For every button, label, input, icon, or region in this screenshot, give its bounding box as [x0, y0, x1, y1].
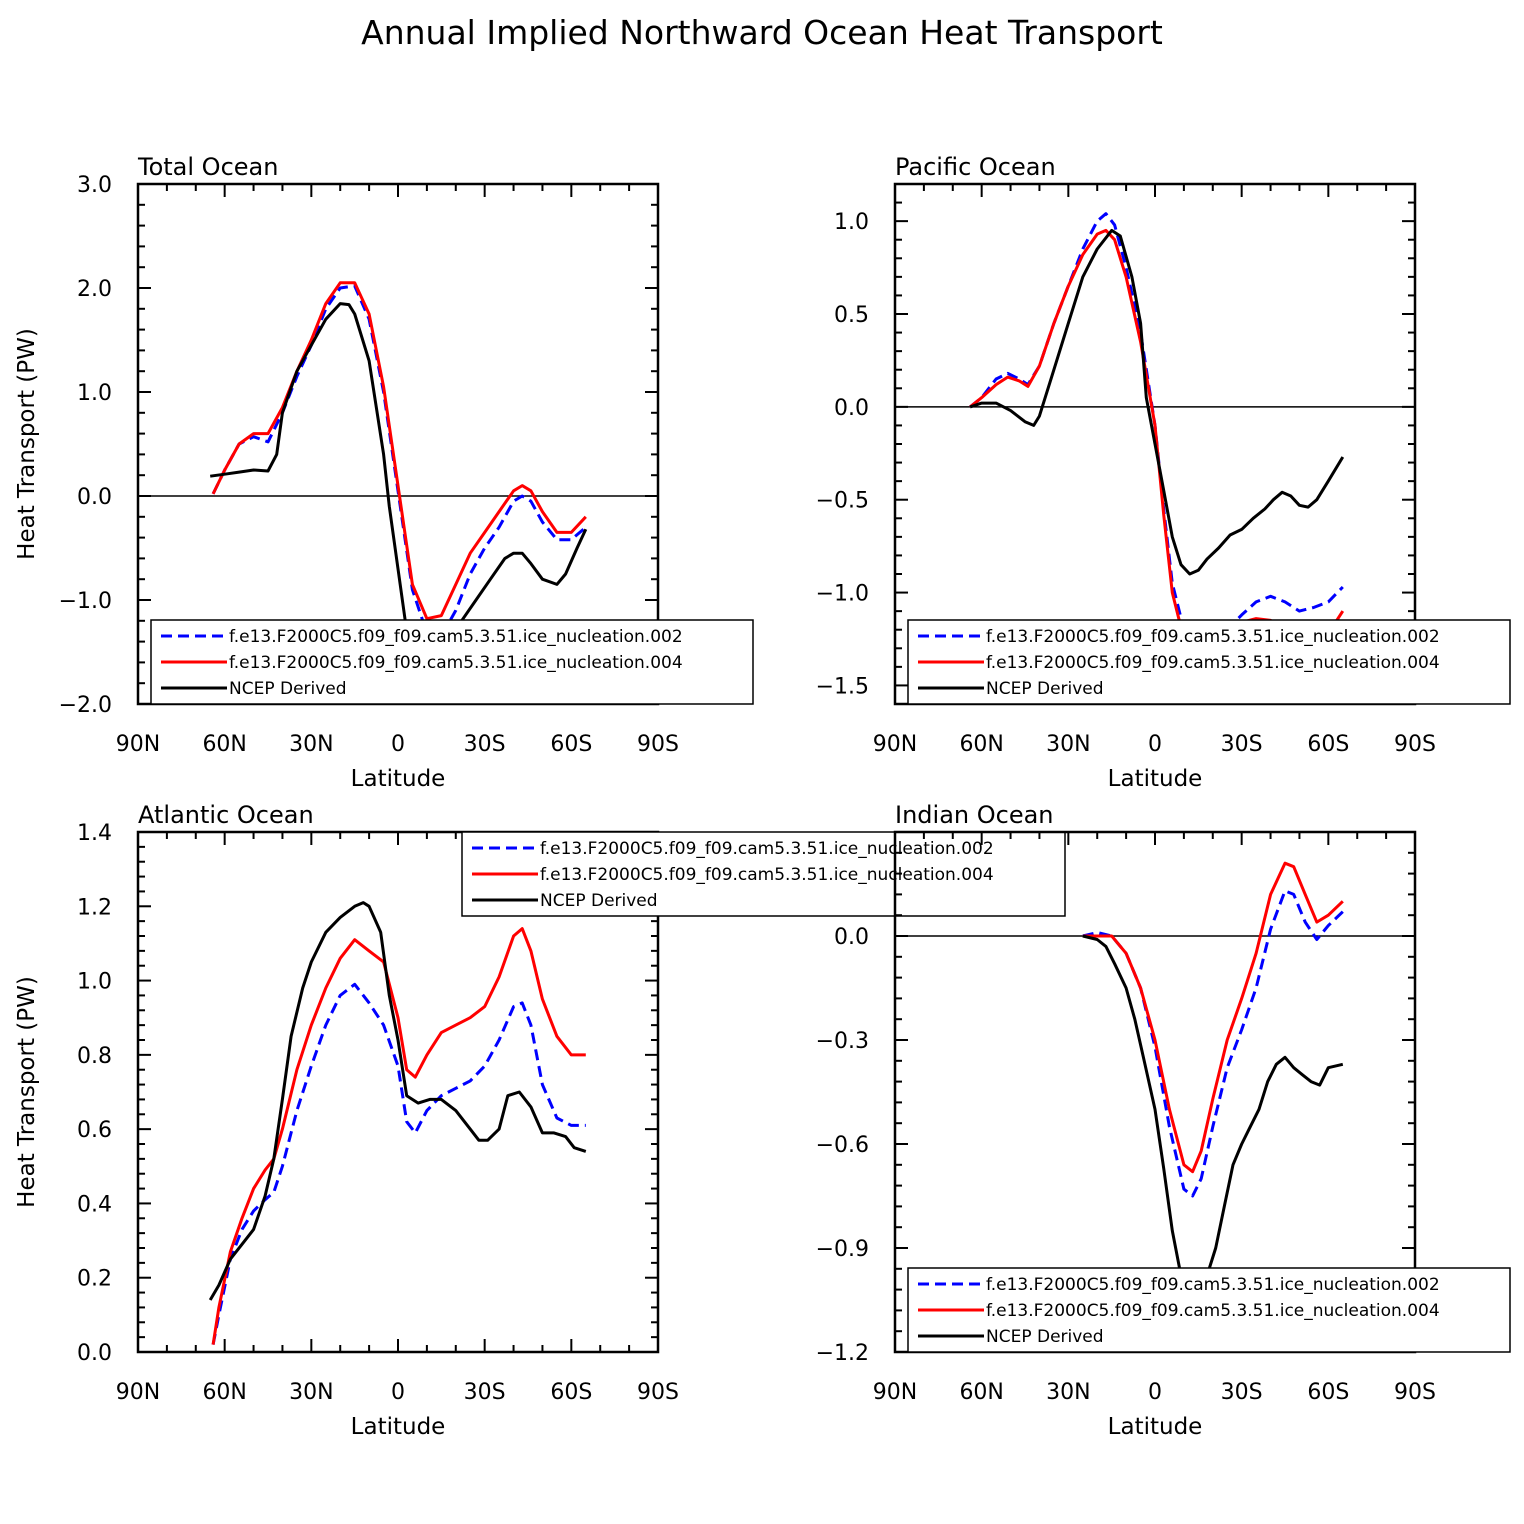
- x-tick-label: 90S: [1394, 732, 1436, 757]
- legend-label: NCEP Derived: [229, 679, 347, 699]
- y-tick-label: −2.0: [59, 693, 112, 718]
- x-tick-label: 60S: [550, 732, 592, 757]
- x-axis-label: Latitude: [1108, 766, 1203, 792]
- indian-ocean-title: Indian Ocean: [895, 801, 1054, 829]
- x-tick-label: 0: [1148, 732, 1162, 757]
- y-tick-label: 0.5: [834, 303, 869, 328]
- legend-label: f.e13.F2000C5.f09_f09.cam5.3.51.ice_nucl…: [986, 1275, 1440, 1295]
- total-ocean-panel: Total Ocean 90N 60N 30N 0 30S 60S 90S −2.0 −1.0 0.…: [14, 153, 679, 792]
- y-tick-label: 1.2: [77, 895, 112, 920]
- x-tick-label: 60N: [202, 732, 246, 757]
- series-line-ncep-derived: [969, 228, 1345, 576]
- y-tick-label: −1.0: [59, 589, 112, 614]
- x-axis-label: Latitude: [351, 766, 446, 792]
- x-tick-label: 30N: [289, 1380, 333, 1405]
- x-tick-label: 90S: [1394, 1380, 1436, 1405]
- x-tick-label: 60N: [202, 1380, 246, 1405]
- pacific-ocean-title: Pacific Ocean: [895, 153, 1056, 181]
- legend-label: f.e13.F2000C5.f09_f09.cam5.3.51.ice_nucl…: [986, 627, 1440, 647]
- legend-box: [907, 1267, 1511, 1353]
- atlantic-ocean-title: Atlantic Ocean: [138, 801, 314, 829]
- y-axis-label: Heat Transport (PW): [14, 328, 40, 560]
- legend-label: f.e13.F2000C5.f09_f09.cam5.3.51.ice_nucl…: [229, 653, 683, 673]
- x-tick-label: 0: [391, 732, 405, 757]
- y-tick-label: 0.6: [77, 1118, 112, 1143]
- figure-title: Annual Implied Northward Ocean Heat Tran…: [361, 13, 1163, 52]
- legend-label: NCEP Derived: [986, 679, 1104, 699]
- x-tick-label: 30S: [464, 1380, 506, 1405]
- x-axis-label: Latitude: [1108, 1414, 1203, 1440]
- legend-box: [150, 619, 754, 705]
- series-line-ncep-derived: [208, 901, 587, 1301]
- x-tick-label: 30N: [289, 732, 333, 757]
- x-tick-label: 90S: [637, 732, 679, 757]
- y-tick-label: 0.2: [77, 1267, 112, 1292]
- y-axis-label: Heat Transport (PW): [14, 976, 40, 1208]
- y-tick-label: −1.5: [816, 674, 869, 699]
- legend-label: f.e13.F2000C5.f09_f09.cam5.3.51.ice_nucl…: [986, 1301, 1440, 1321]
- x-axis-label: Latitude: [351, 1414, 446, 1440]
- x-tick-label: 60S: [1307, 732, 1349, 757]
- y-tick-label: −0.5: [816, 489, 869, 514]
- y-tick-label: 0.0: [834, 925, 869, 950]
- y-tick-label: 1.0: [77, 970, 112, 995]
- legend-box: [461, 831, 1066, 917]
- x-tick-label: 30N: [1046, 1380, 1090, 1405]
- y-tick-label: 1.0: [834, 210, 869, 235]
- x-tick-label: 90N: [116, 732, 160, 757]
- x-tick-label: 30S: [1221, 732, 1263, 757]
- y-tick-label: −1.2: [816, 1341, 869, 1366]
- series-line-series-002: [1082, 889, 1344, 1198]
- legend-label: f.e13.F2000C5.f09_f09.cam5.3.51.ice_nucl…: [540, 865, 994, 885]
- y-tick-label: −1.0: [816, 582, 869, 607]
- x-tick-label: 90S: [637, 1380, 679, 1405]
- x-tick-label: 0: [391, 1380, 405, 1405]
- series-line-series-004: [211, 281, 587, 621]
- legend-label: f.e13.F2000C5.f09_f09.cam5.3.51.ice_nucl…: [229, 627, 683, 647]
- x-tick-label: 30S: [464, 732, 506, 757]
- y-tick-label: −0.6: [816, 1133, 869, 1158]
- indian-ocean-panel: Indian Ocean 90N 60N 30N 0 30S 60S 90S −1.2 −0.9 −…: [816, 801, 1436, 1440]
- x-tick-label: 60N: [959, 1380, 1003, 1405]
- y-tick-label: 3.0: [77, 173, 112, 198]
- x-tick-label: 60N: [959, 732, 1003, 757]
- series-line-series-004: [211, 927, 586, 1345]
- x-tick-label: 90N: [116, 1380, 160, 1405]
- y-tick-label: 2.0: [77, 277, 112, 302]
- y-tick-label: 0.8: [77, 1044, 112, 1069]
- y-tick-label: −0.9: [816, 1237, 869, 1262]
- y-tick-label: 0.0: [77, 1341, 112, 1366]
- legend: f.e13.F2000C5.f09_f09.cam5.3.51.ice_nucl…: [907, 1267, 1511, 1353]
- legend-label: f.e13.F2000C5.f09_f09.cam5.3.51.ice_nucl…: [540, 839, 994, 859]
- series-line-ncep-derived: [209, 302, 588, 670]
- x-tick-label: 60S: [550, 1380, 592, 1405]
- x-tick-label: 0: [1148, 1380, 1162, 1405]
- atlantic-ocean-panel: Atlantic Ocean 90N 60N 30N 0 30S 60S 90S 0.0 0.2 0…: [14, 801, 679, 1440]
- legend-label: NCEP Derived: [986, 1327, 1104, 1347]
- x-tick-label: 60S: [1307, 1380, 1349, 1405]
- panels: Total Ocean 90N 60N 30N 0 30S 60S 90S −2.0 −1.0 0.…: [14, 153, 1511, 1440]
- total-ocean-title: Total Ocean: [137, 153, 278, 181]
- y-tick-label: 1.0: [77, 381, 112, 406]
- y-tick-label: 0.4: [77, 1192, 112, 1217]
- legend-label: NCEP Derived: [540, 891, 658, 911]
- x-tick-label: 90N: [873, 732, 917, 757]
- legend-box: [907, 619, 1511, 705]
- legend-label: f.e13.F2000C5.f09_f09.cam5.3.51.ice_nucl…: [986, 653, 1440, 673]
- x-tick-label: 90N: [873, 1380, 917, 1405]
- series-line-series-004: [969, 228, 1345, 656]
- x-tick-label: 30N: [1046, 732, 1090, 757]
- y-tick-label: 0.0: [77, 485, 112, 510]
- series-line-series-004: [1082, 861, 1344, 1174]
- legend: f.e13.F2000C5.f09_f09.cam5.3.51.ice_nucl…: [150, 619, 754, 705]
- y-tick-label: 1.4: [77, 821, 112, 846]
- y-tick-label: −0.3: [816, 1029, 869, 1054]
- x-tick-label: 30S: [1221, 1380, 1263, 1405]
- legend: f.e13.F2000C5.f09_f09.cam5.3.51.ice_nucl…: [461, 831, 1066, 917]
- series-line-ncep-derived: [1082, 934, 1344, 1302]
- legend: f.e13.F2000C5.f09_f09.cam5.3.51.ice_nucl…: [907, 619, 1511, 705]
- y-tick-label: 0.0: [834, 396, 869, 421]
